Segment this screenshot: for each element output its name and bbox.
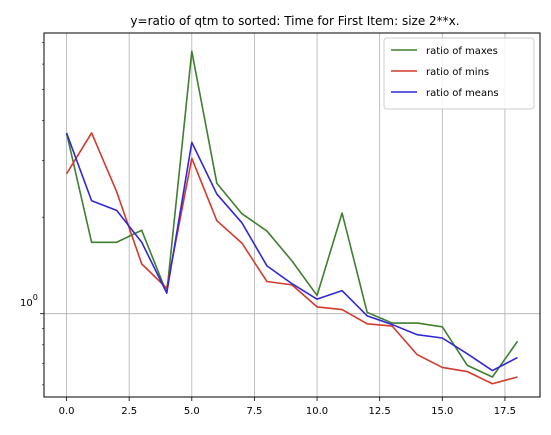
x-tick-label: 2.5 (121, 406, 137, 417)
x-tick-label: 15.0 (431, 406, 453, 417)
y-tick-label-1: 100 (20, 293, 38, 309)
series-lines (65, 50, 519, 385)
series-line-2 (65, 132, 518, 385)
x-tick-label: 12.5 (369, 406, 391, 417)
x-tick-label: 7.5 (246, 406, 262, 417)
series-line-1 (65, 50, 519, 378)
y-tick-label-base: 10 (20, 298, 33, 309)
legend-label: ratio of mins (426, 67, 489, 78)
y-tick-label-exponent: 0 (33, 293, 38, 302)
legend-label: ratio of means (426, 88, 499, 99)
y-axis-ticks: 100 (20, 42, 44, 386)
plot-frame (43, 32, 541, 398)
legend-box (383, 37, 535, 110)
x-axis-ticks: 0.0 2.5 5.0 7.5 10.0 12.5 15.0 17.5 (59, 397, 516, 417)
x-tick-label: 0.0 (59, 406, 75, 417)
chart-title: y=ratio of qtm to sorted: Time for First… (130, 14, 459, 28)
legend: ratio of maxes ratio of mins ratio of mean… (383, 37, 535, 110)
x-tick-label: 17.5 (494, 406, 516, 417)
x-tick-label: 10.0 (306, 406, 328, 417)
series-line-3 (65, 132, 518, 372)
legend-label: ratio of maxes (426, 46, 498, 57)
x-tick-label: 5.0 (184, 406, 200, 417)
